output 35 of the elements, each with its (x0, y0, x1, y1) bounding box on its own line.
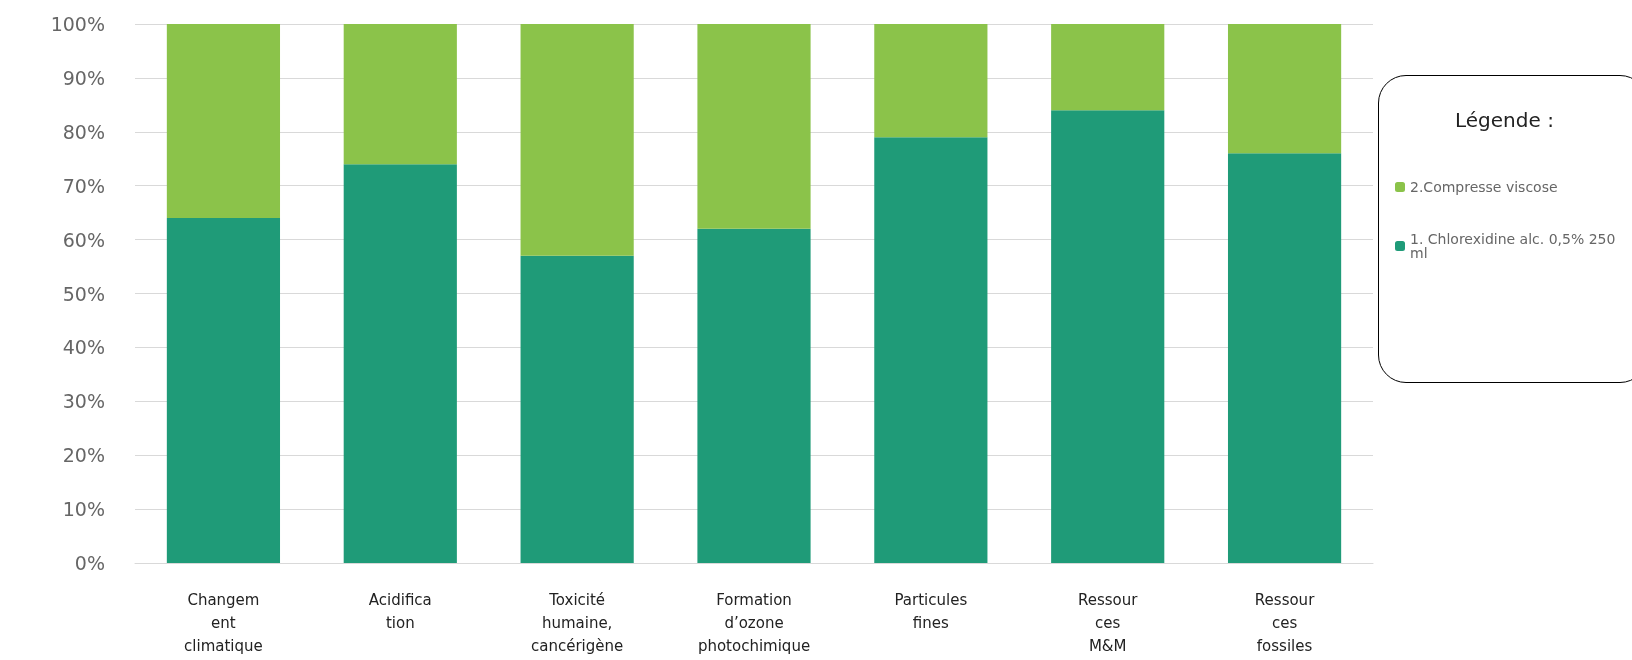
bar (166, 24, 281, 219)
y-tick-label: 20% (62, 444, 105, 467)
legend-label: 2.Compresse viscose (1410, 179, 1558, 195)
bar (1051, 24, 1165, 111)
bar (343, 164, 457, 563)
x-tick-label: Formation d’ozone photochimique (697, 590, 811, 655)
x-tick-label: Changem ent climatique (184, 590, 263, 655)
x-tick-label: Particules fines (894, 590, 968, 632)
y-tick-label: 70% (62, 174, 105, 197)
bar (697, 228, 811, 563)
legend-title: Légende : (1455, 108, 1554, 132)
bar (520, 255, 634, 563)
y-tick-label: 0% (74, 552, 105, 574)
bar (343, 24, 457, 165)
x-tick-label: Ressour ces M&M (1077, 590, 1139, 655)
x-tick-label: Acidifica tion (368, 590, 432, 632)
y-tick-label: 90% (62, 66, 105, 89)
bar (1227, 153, 1342, 563)
legend-label: 1. Chlorexidine alc. 0,5% 250 ml (1410, 231, 1620, 261)
bar (520, 24, 634, 256)
y-tick-label: 100% (50, 13, 105, 35)
x-tick-label: Toxicité humaine, cancérigène (531, 590, 624, 655)
y-tick-label: 30% (62, 390, 105, 413)
y-tick-label: 50% (62, 282, 105, 305)
y-tick-label: 40% (62, 336, 105, 359)
bar (697, 24, 811, 229)
bar (1227, 24, 1342, 154)
bar (874, 24, 988, 138)
y-tick-label: 60% (62, 228, 105, 251)
bar (1051, 110, 1165, 563)
x-tick-label: Ressour ces fossiles (1254, 590, 1316, 655)
y-tick-label: 80% (62, 120, 105, 143)
bar (166, 218, 281, 563)
bar (874, 137, 988, 563)
y-tick-label: 10% (62, 498, 105, 521)
